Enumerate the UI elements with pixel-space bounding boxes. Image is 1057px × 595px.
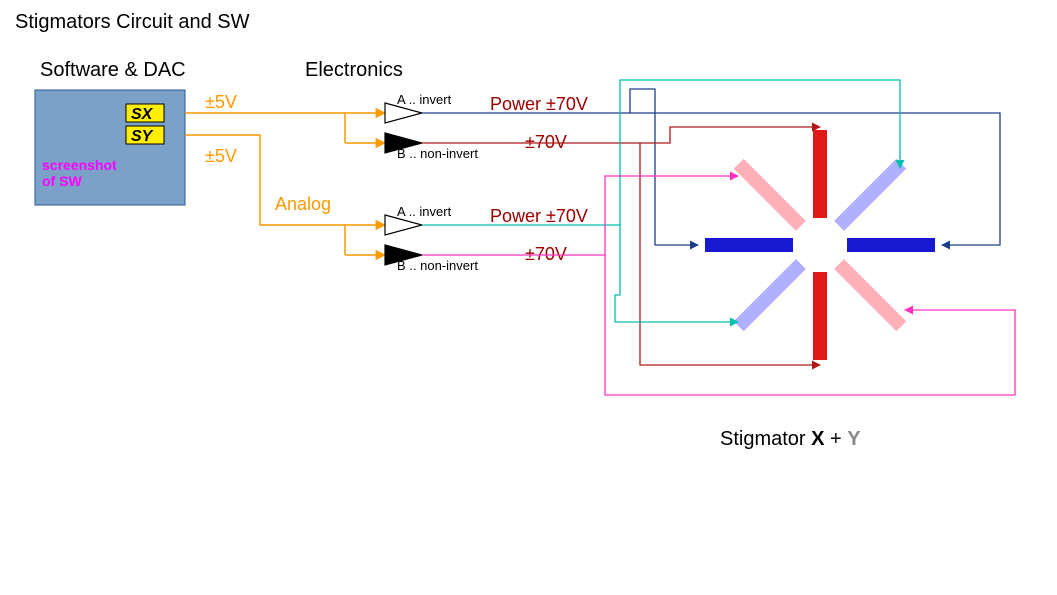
pole-y-d xyxy=(734,259,806,331)
amp-a1-label: A .. invert xyxy=(397,92,452,107)
analog-wires xyxy=(185,113,385,255)
sw-box-label-2: of SW xyxy=(42,173,82,189)
section-electronics: Electronics xyxy=(305,59,403,81)
analog-label: Analog xyxy=(275,194,331,214)
amp-b2-label: B .. non-invert xyxy=(397,258,478,273)
volt-label-2: ±5V xyxy=(205,146,237,166)
pole-y-c xyxy=(834,159,906,231)
hv-wires xyxy=(422,80,1015,395)
sw-box: screenshot of SW SX SY xyxy=(35,90,185,205)
power-1: Power ±70V xyxy=(490,94,588,114)
stigmator-label: Stigmator X + Y xyxy=(720,428,861,450)
power-2: Power ±70V xyxy=(490,206,588,226)
diagram-title: Stigmators Circuit and SW xyxy=(15,11,250,33)
volt-label-1: ±5V xyxy=(205,92,237,112)
power-2b: ±70V xyxy=(525,244,567,264)
section-software: Software & DAC xyxy=(40,59,186,81)
pole-y-b xyxy=(834,259,906,331)
power-1b: ±70V xyxy=(525,132,567,152)
stigmator-assembly xyxy=(657,82,982,407)
sx-tag: SX xyxy=(131,106,154,123)
pole-x-right xyxy=(847,238,935,252)
pole-x-left xyxy=(705,238,793,252)
sw-box-label-1: screenshot xyxy=(42,157,117,173)
amp-b1-label: B .. non-invert xyxy=(397,146,478,161)
amp-group: A .. invert B .. non-invert A .. invert … xyxy=(385,92,478,273)
pole-y-a xyxy=(734,159,806,231)
sy-tag: SY xyxy=(131,128,154,145)
pole-x-bottom xyxy=(813,272,827,360)
pole-x-top xyxy=(813,130,827,218)
amp-a2-label: A .. invert xyxy=(397,204,452,219)
